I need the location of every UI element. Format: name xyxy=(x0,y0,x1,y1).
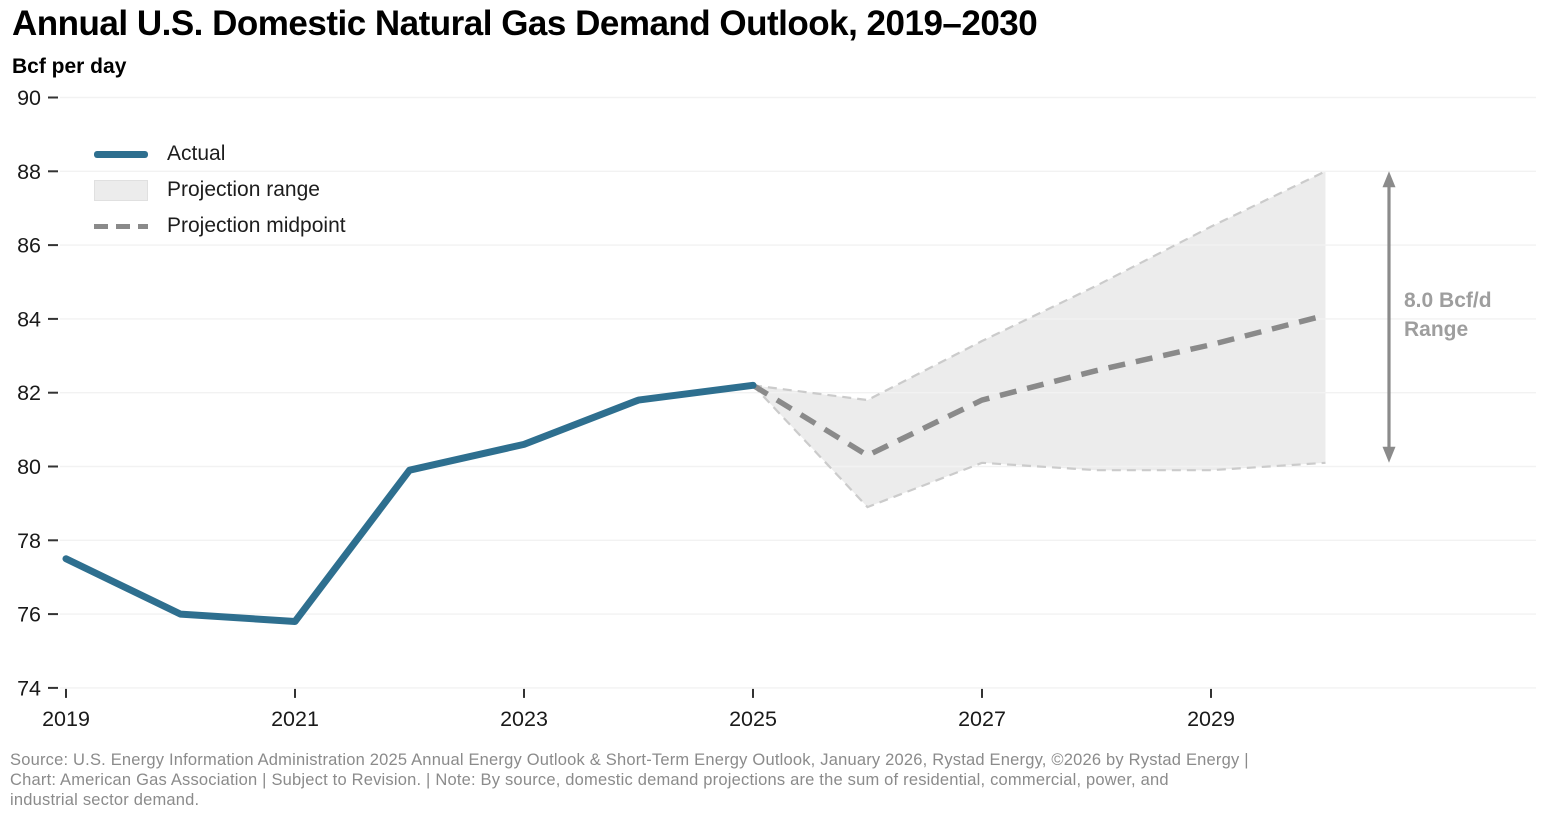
actual-line xyxy=(62,381,757,625)
y-axis-tick-label: 78 xyxy=(17,529,41,553)
legend-label: Actual xyxy=(167,142,226,165)
y-axis-tick-label: 86 xyxy=(17,234,41,258)
source-note-line: Source: U.S. Energy Information Administ… xyxy=(10,751,1249,769)
projection-midpoint-swatch-icon xyxy=(94,223,148,229)
x-axis-tick-label: 2021 xyxy=(271,707,319,731)
actual-line-swatch-icon xyxy=(94,150,148,158)
x-axis-tick-label: 2023 xyxy=(500,707,548,731)
projection-band xyxy=(753,171,1326,508)
y-axis-tick-label: 90 xyxy=(17,86,41,110)
legend-item-projection-midpoint: Projection midpoint xyxy=(94,208,346,244)
chart-unit-label: Bcf per day xyxy=(12,55,127,78)
legend-item-projection-range: Projection range xyxy=(94,172,346,208)
y-axis-tick-label: 82 xyxy=(17,381,41,405)
x-axis-tick-label: 2025 xyxy=(729,707,777,731)
projection-band-upper-border xyxy=(752,170,1326,402)
legend-label: Projection range xyxy=(167,178,320,201)
range-annotation-value: 8.0 Bcf/d xyxy=(1404,289,1492,312)
legend-label: Projection midpoint xyxy=(167,214,346,237)
source-note-line: Chart: American Gas Association | Subjec… xyxy=(10,771,1169,789)
y-axis-tick-label: 74 xyxy=(17,676,41,700)
projection-midpoint-line xyxy=(751,312,1327,459)
y-axis-tick-label: 84 xyxy=(17,307,41,331)
x-axis-tick-label: 2019 xyxy=(42,707,90,731)
x-axis-tick-label: 2027 xyxy=(958,707,1006,731)
x-axis-tick-label: 2029 xyxy=(1187,707,1235,731)
y-axis-tick-label: 88 xyxy=(17,160,41,184)
range-arrow-up-head-icon xyxy=(1382,171,1396,188)
legend: Actual Projection range Projection midpo… xyxy=(94,136,346,244)
range-annotation-word: Range xyxy=(1404,318,1469,341)
range-arrow-down-head-icon xyxy=(1382,446,1396,463)
projection-band-lower-border xyxy=(752,384,1326,509)
chart-title: Annual U.S. Domestic Natural Gas Demand … xyxy=(12,4,1038,43)
source-note: Source: U.S. Energy Information Administ… xyxy=(10,750,1249,810)
legend-item-actual: Actual xyxy=(94,136,346,172)
source-note-line: industrial sector demand. xyxy=(10,791,200,809)
y-axis-tick-label: 80 xyxy=(17,455,41,479)
y-axis-tick-label: 76 xyxy=(17,603,41,627)
range-annotation: 8.0 Bcf/d Range xyxy=(1404,286,1492,344)
projection-range-swatch-icon xyxy=(94,179,148,201)
